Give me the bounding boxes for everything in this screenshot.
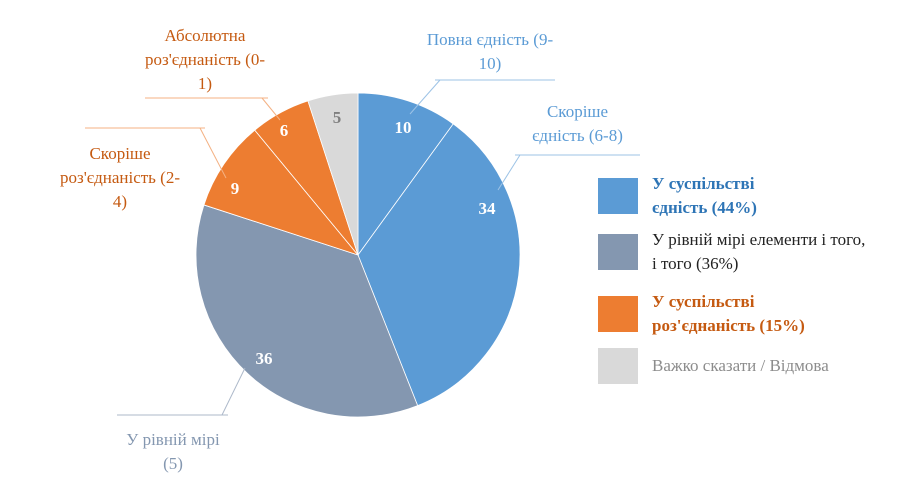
data-label: 36 <box>256 349 273 368</box>
data-label: 6 <box>280 121 289 140</box>
pie-slice <box>307 92 359 256</box>
legend-label: Важко сказати / Відмова <box>652 356 829 375</box>
leader-line <box>261 97 281 121</box>
pie-slice <box>195 204 419 418</box>
legend-swatch <box>598 296 638 332</box>
legend-label: У рівній мірі елементи і того, і того (3… <box>652 230 866 273</box>
data-label: 9 <box>231 179 240 198</box>
leader-line <box>199 127 227 179</box>
data-label: 34 <box>479 199 497 218</box>
data-label: 5 <box>333 108 342 127</box>
category-label-equal: У рівній мірі (5) <box>126 430 220 473</box>
pie-slice <box>203 129 360 256</box>
data-label: 10 <box>395 118 412 137</box>
legend-item-disunity: У суспільстві роз'єднаність (15%) <box>598 290 852 338</box>
category-label-rather-unity: Скоріше єдність (6-8) <box>532 102 623 145</box>
category-label-rather-disunity: Скоріше роз'єднаність (2-4) <box>60 144 180 211</box>
legend-item-equal: У рівній мірі елементи і того, і того (3… <box>598 228 872 276</box>
legend-item-hard-to-say: Важко сказати / Відмова <box>598 348 892 384</box>
legend-swatch <box>598 348 638 384</box>
leader-line <box>497 154 521 191</box>
legend-swatch <box>598 178 638 214</box>
legend-label: У суспільстві роз'єднаність (15%) <box>652 292 805 335</box>
category-label-full-unity: Повна єдність (9-10) <box>426 30 554 73</box>
pie-slice <box>357 92 454 257</box>
legend-item-unity: У суспільстві єдність (44%) <box>598 172 802 220</box>
pie-slice <box>357 123 521 407</box>
category-label-absolute-disunity: Абсолютна роз'єднаність (0-1) <box>145 26 265 93</box>
legend-swatch <box>598 234 638 270</box>
leader-line <box>409 79 441 115</box>
legend-label: У суспільстві єдність (44%) <box>652 174 757 217</box>
leader-line <box>221 367 246 416</box>
